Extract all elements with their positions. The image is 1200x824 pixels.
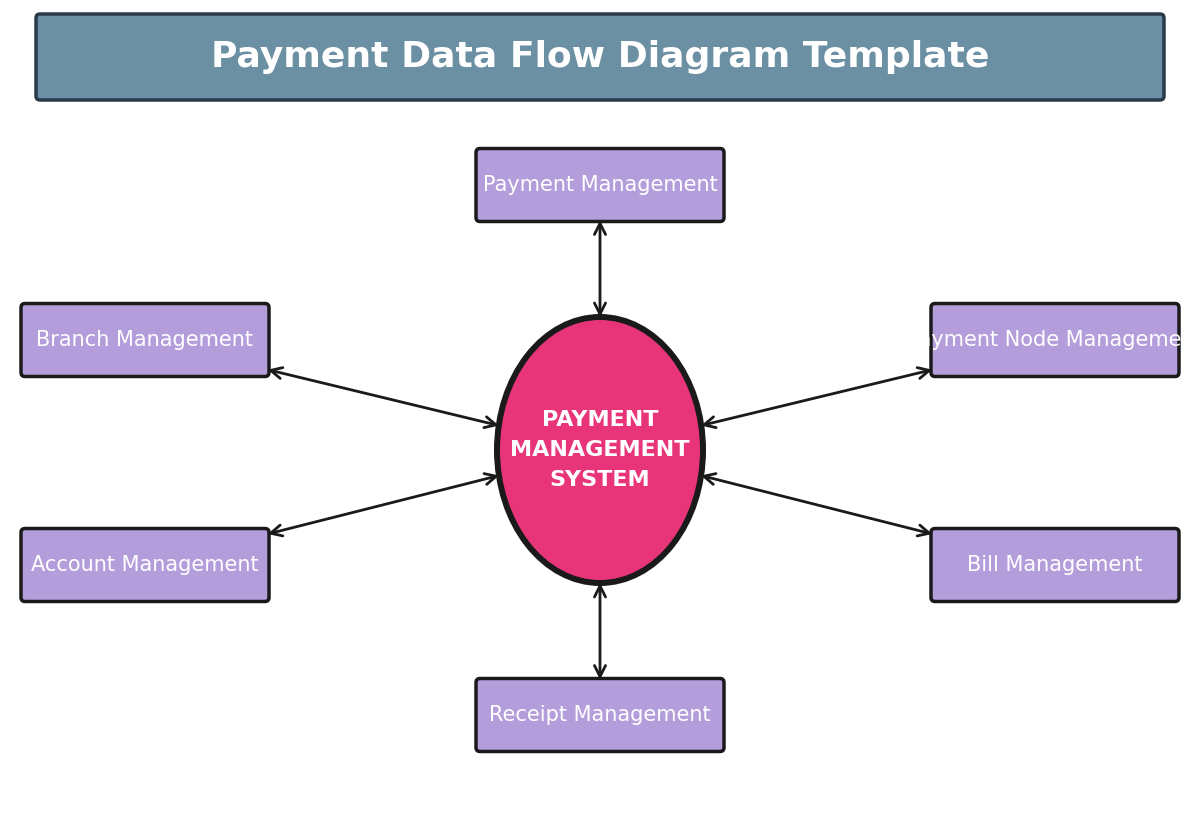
FancyBboxPatch shape <box>931 303 1178 377</box>
Ellipse shape <box>494 314 706 586</box>
FancyBboxPatch shape <box>931 528 1178 602</box>
FancyBboxPatch shape <box>22 528 269 602</box>
Text: Branch Management: Branch Management <box>36 330 253 350</box>
FancyBboxPatch shape <box>36 14 1164 100</box>
Text: PAYMENT
MANAGEMENT
SYSTEM: PAYMENT MANAGEMENT SYSTEM <box>510 410 690 489</box>
Text: Payment Data Flow Diagram Template: Payment Data Flow Diagram Template <box>211 40 989 74</box>
Text: Payment Node Management: Payment Node Management <box>907 330 1200 350</box>
Text: Bill Management: Bill Management <box>967 555 1142 575</box>
FancyBboxPatch shape <box>476 678 724 751</box>
Text: Account Management: Account Management <box>31 555 259 575</box>
Ellipse shape <box>500 320 700 580</box>
FancyBboxPatch shape <box>476 148 724 222</box>
FancyBboxPatch shape <box>22 303 269 377</box>
Text: Payment Management: Payment Management <box>482 175 718 195</box>
Text: Receipt Management: Receipt Management <box>490 705 710 725</box>
